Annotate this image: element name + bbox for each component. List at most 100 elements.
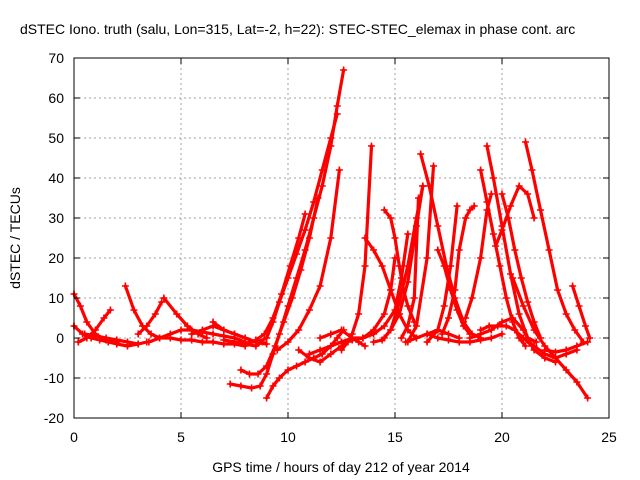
data-point bbox=[423, 338, 431, 346]
data-point bbox=[380, 206, 388, 214]
x-tick-label: 15 bbox=[387, 429, 403, 445]
data-point bbox=[370, 338, 378, 346]
data-point bbox=[338, 326, 345, 334]
data-point bbox=[81, 330, 89, 338]
data-point bbox=[412, 334, 420, 342]
data-point bbox=[316, 334, 324, 342]
data-point bbox=[573, 378, 581, 386]
data-point bbox=[552, 354, 559, 362]
data-point bbox=[397, 334, 405, 342]
data-point bbox=[143, 322, 151, 330]
data-point bbox=[295, 346, 303, 354]
series-arc-14 bbox=[237, 194, 322, 378]
data-point bbox=[423, 330, 431, 338]
data-point bbox=[519, 302, 527, 310]
data-point bbox=[333, 334, 341, 342]
data-point bbox=[333, 110, 341, 118]
data-point bbox=[575, 302, 583, 310]
x-tick-label: 5 bbox=[177, 429, 185, 445]
data-point bbox=[370, 246, 378, 254]
series-arc-29 bbox=[397, 194, 423, 342]
data-point bbox=[447, 262, 455, 270]
data-point bbox=[489, 174, 497, 182]
data-point bbox=[380, 310, 388, 318]
data-point bbox=[417, 150, 425, 158]
y-tick-label: 40 bbox=[48, 170, 64, 186]
data-point bbox=[248, 384, 256, 392]
data-point bbox=[511, 246, 519, 254]
series-arc-9 bbox=[160, 294, 211, 342]
data-point bbox=[361, 342, 369, 350]
data-point bbox=[434, 326, 442, 334]
data-point bbox=[203, 334, 211, 342]
data-point bbox=[134, 340, 142, 348]
data-point bbox=[498, 190, 506, 198]
series-line bbox=[425, 204, 459, 344]
data-point bbox=[327, 330, 335, 338]
data-point bbox=[188, 336, 196, 344]
data-point bbox=[504, 214, 512, 222]
data-point bbox=[124, 338, 131, 346]
data-point bbox=[519, 326, 527, 334]
data-point bbox=[263, 340, 271, 348]
data-point bbox=[509, 274, 517, 282]
data-point bbox=[301, 210, 309, 218]
series-line bbox=[570, 284, 592, 340]
series-arc-22 bbox=[338, 142, 375, 354]
data-point bbox=[361, 262, 369, 270]
data-point bbox=[434, 246, 442, 254]
data-point bbox=[284, 338, 292, 346]
data-point bbox=[487, 190, 495, 198]
data-point bbox=[333, 102, 341, 110]
data-point bbox=[387, 326, 395, 334]
series-arc-33 bbox=[423, 330, 506, 346]
data-point bbox=[245, 370, 253, 378]
data-point bbox=[530, 342, 538, 350]
series-arc-18 bbox=[273, 166, 343, 354]
data-point bbox=[415, 194, 423, 202]
data-point bbox=[470, 202, 478, 210]
data-point bbox=[318, 166, 326, 174]
data-point bbox=[338, 338, 345, 346]
data-point bbox=[327, 234, 335, 242]
data-point bbox=[391, 234, 399, 242]
data-point bbox=[361, 234, 369, 242]
data-point bbox=[524, 190, 532, 198]
data-point bbox=[562, 366, 570, 374]
data-point bbox=[477, 330, 485, 338]
data-point bbox=[335, 166, 343, 174]
y-tick-label: 20 bbox=[48, 250, 64, 266]
series-arc-3 bbox=[74, 306, 114, 346]
data-point bbox=[301, 358, 309, 366]
data-point bbox=[502, 322, 510, 330]
series-arc-42 bbox=[492, 182, 538, 250]
data-point bbox=[541, 346, 549, 354]
data-point bbox=[477, 254, 485, 262]
data-point bbox=[327, 134, 335, 142]
data-point bbox=[297, 266, 305, 274]
data-point bbox=[483, 142, 491, 150]
data-point bbox=[507, 270, 515, 278]
data-point bbox=[573, 342, 581, 350]
data-point bbox=[209, 318, 217, 326]
data-point bbox=[395, 310, 403, 318]
data-point bbox=[295, 234, 303, 242]
series-arc-46 bbox=[519, 334, 581, 362]
data-point bbox=[387, 214, 395, 222]
data-point bbox=[151, 310, 159, 318]
data-point bbox=[220, 336, 228, 344]
data-point bbox=[552, 348, 559, 356]
data-point bbox=[166, 334, 174, 342]
data-point bbox=[532, 338, 540, 346]
x-axis-label: GPS time / hours of day 212 of year 2014 bbox=[212, 459, 470, 475]
data-point bbox=[447, 286, 455, 294]
data-point bbox=[425, 182, 433, 190]
series-arc-35 bbox=[438, 202, 478, 338]
y-tick-label: 60 bbox=[48, 90, 64, 106]
data-point bbox=[370, 330, 378, 338]
series-line bbox=[479, 168, 528, 348]
data-point bbox=[487, 326, 495, 334]
data-point bbox=[130, 306, 138, 314]
data-point bbox=[100, 314, 108, 322]
